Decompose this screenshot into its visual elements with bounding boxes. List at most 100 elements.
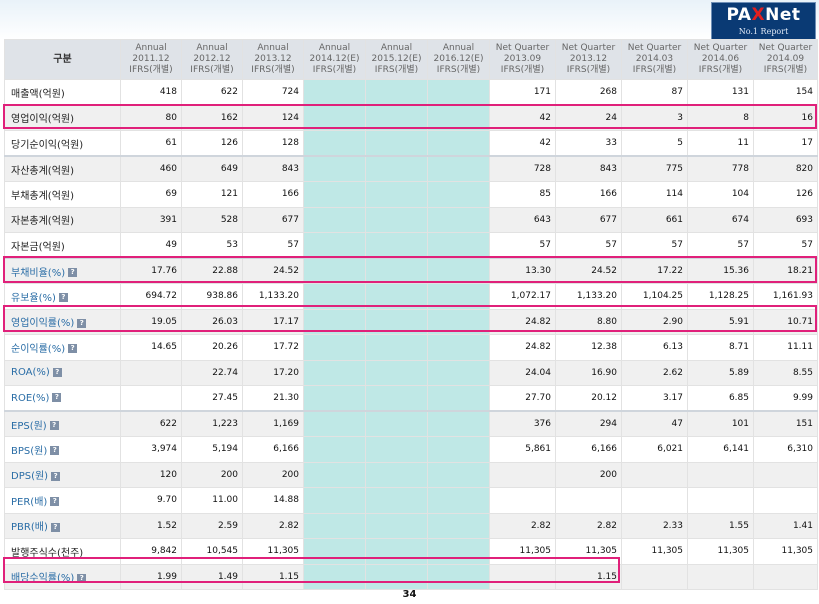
table-row: 부채총계(억원) 69 121 166 85 166 114 104 126 [4, 181, 818, 208]
column-header-line2: 2013.12 [569, 54, 608, 65]
table-row: 자산총계(억원) 460 649 843 728 843 775 778 820 [4, 155, 818, 182]
column-header: Annual 2013.12 IFRS(개별) [242, 39, 304, 80]
table-cell: 622 [181, 79, 243, 106]
table-cell: 19.05 [120, 308, 182, 335]
help-icon[interactable]: ? [58, 293, 68, 303]
table-cell: 166 [242, 181, 304, 208]
table-cell: 2.82 [489, 512, 556, 539]
table-cell: 24.82 [489, 334, 556, 361]
table-cell [489, 487, 556, 514]
row-label[interactable]: ROE(%)? [4, 385, 121, 412]
column-header-line1: Net Quarter [627, 43, 682, 54]
help-icon[interactable]: ? [52, 393, 62, 402]
table-cell [120, 359, 182, 386]
column-header-line3: IFRS(개별) [436, 64, 481, 75]
table-cell [555, 487, 622, 514]
row-label[interactable]: 유보율(%)? [4, 283, 121, 310]
corner-header: 구분 [4, 39, 121, 80]
column-header-line2: 2013.12 [254, 54, 292, 65]
table-cell: 53 [181, 232, 243, 259]
table-cell [427, 487, 490, 514]
table-cell [427, 410, 490, 437]
column-header-line2: 2016.12(E) [433, 54, 484, 65]
column-header-line1: Annual [380, 43, 413, 54]
column-header-line1: Annual [442, 43, 475, 54]
table-cell: 677 [555, 206, 622, 233]
row-label-text: 부채비율(%) [11, 267, 66, 279]
table-cell [427, 257, 490, 284]
column-header-line2: 2014.03 [635, 54, 674, 65]
table-cell: 6,141 [687, 436, 754, 463]
help-icon[interactable]: ? [50, 497, 60, 507]
row-label[interactable]: EPS(원)? [4, 410, 121, 437]
row-label: 자본금(억원) [4, 232, 121, 259]
table-cell: 775 [621, 155, 688, 182]
table-cell: 2.33 [621, 512, 688, 539]
table-cell: 5,861 [489, 436, 556, 463]
table-cell [303, 79, 366, 106]
table-cell: 14.88 [242, 487, 304, 514]
paxnet-logo: PAXNet No.1 Report [711, 2, 816, 40]
table-cell: 778 [687, 155, 754, 182]
column-header-line3: IFRS(개별) [374, 64, 419, 75]
table-cell: 87 [621, 79, 688, 106]
help-icon[interactable]: ? [77, 573, 87, 583]
table-cell: 162 [181, 104, 243, 131]
row-label[interactable]: DPS(원)? [4, 461, 121, 488]
table-cell: 26.03 [181, 308, 243, 335]
row-label[interactable]: 영업이익률(%)? [4, 308, 121, 335]
table-cell [365, 512, 428, 539]
table-cell: 8.55 [753, 359, 818, 386]
row-label[interactable]: ROA(%)? [4, 359, 121, 386]
row-label[interactable]: 부채비율(%)? [4, 257, 121, 284]
table-cell: 24.52 [555, 257, 622, 284]
table-cell: 24.52 [242, 257, 304, 284]
row-label[interactable]: PBR(배)? [4, 512, 121, 539]
table-cell [303, 181, 366, 208]
table-cell: 376 [489, 410, 556, 437]
table-cell: 24 [555, 104, 622, 131]
table-cell [365, 232, 428, 259]
row-label[interactable]: 배당수익률(%)? [4, 563, 121, 590]
row-label[interactable]: 순이익률(%)? [4, 334, 121, 361]
column-header-line3: IFRS(개별) [763, 64, 808, 75]
help-icon[interactable]: ? [68, 268, 78, 277]
table-row: 유보율(%)? 694.72 938.86 1,133.20 1,072.17 1,133… [4, 283, 818, 310]
table-cell [365, 461, 428, 488]
table-cell: 11 [687, 130, 754, 157]
table-cell: 121 [181, 181, 243, 208]
table-cell: 154 [753, 79, 818, 106]
help-icon[interactable]: ? [50, 522, 60, 532]
help-icon[interactable]: ? [50, 446, 60, 456]
table-cell: 114 [621, 181, 688, 208]
table-row: 매출액(억원) 418 622 724 171 268 87 131 154 [4, 79, 818, 106]
table-cell [365, 130, 428, 157]
table-cell: 268 [555, 79, 622, 106]
table-cell [427, 385, 490, 412]
help-icon[interactable]: ? [49, 421, 59, 430]
table-cell: 2.82 [242, 512, 304, 539]
row-label-text: 자본금(억원) [11, 241, 65, 253]
table-cell [753, 563, 818, 590]
column-header-line1: Net Quarter [758, 43, 813, 54]
help-icon[interactable]: ? [51, 471, 61, 481]
table-cell: 843 [242, 155, 304, 182]
column-header: Annual 2011.12 IFRS(개별) [120, 39, 182, 80]
table-cell [365, 155, 428, 182]
table-cell: 171 [489, 79, 556, 106]
table-cell: 6,166 [555, 436, 622, 463]
table-cell: 12.38 [555, 334, 622, 361]
column-header: Net Quarter 2014.09 IFRS(개별) [753, 39, 818, 80]
table-cell: 47 [621, 410, 688, 437]
row-label[interactable]: BPS(원)? [4, 436, 121, 463]
table-cell: 418 [120, 79, 182, 106]
table-row: 자본금(억원) 49 53 57 57 57 57 57 57 [4, 232, 818, 259]
table-cell [365, 538, 428, 565]
row-label-text: 매출액(억원) [11, 88, 65, 100]
table-cell: 126 [753, 181, 818, 208]
help-icon[interactable]: ? [77, 318, 87, 328]
row-label[interactable]: PER(배)? [4, 487, 121, 514]
help-icon[interactable]: ? [52, 367, 62, 377]
table-cell: 460 [120, 155, 182, 182]
help-icon[interactable]: ? [68, 344, 78, 354]
